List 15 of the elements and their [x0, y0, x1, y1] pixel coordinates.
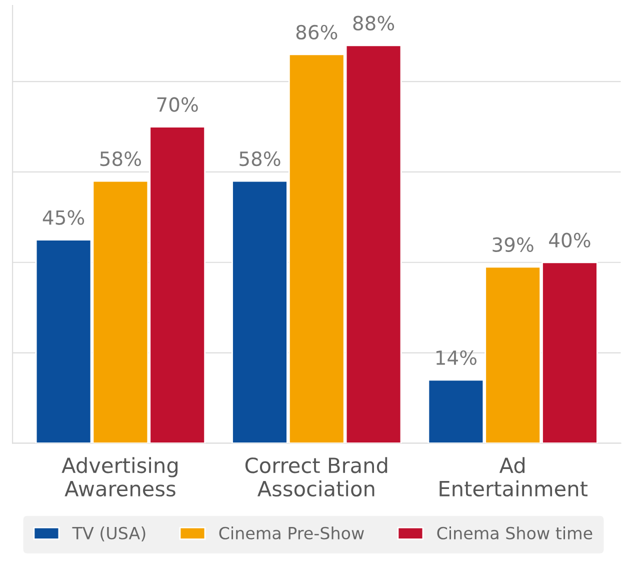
data-label: 58%	[100, 151, 141, 166]
legend-label: Cinema Show time	[437, 526, 592, 540]
x-tick-label: Correct Brand Association	[245, 457, 388, 497]
data-label: 14%	[436, 350, 476, 366]
x-tick-label: Advertising Awareness	[62, 457, 178, 497]
x-tick-label: Ad Entertainment	[440, 457, 588, 497]
data-label: 40%	[549, 232, 590, 248]
data-label: 70%	[157, 97, 198, 112]
data-label: 39%	[492, 237, 534, 252]
data-label: 45%	[42, 210, 84, 225]
data-label: 86%	[296, 24, 338, 40]
legend-label: Cinema Pre-Show	[219, 526, 364, 540]
data-label: 88%	[353, 16, 394, 31]
data-label: 58%	[240, 151, 280, 166]
legend-label: TV (USA)	[72, 526, 146, 542]
